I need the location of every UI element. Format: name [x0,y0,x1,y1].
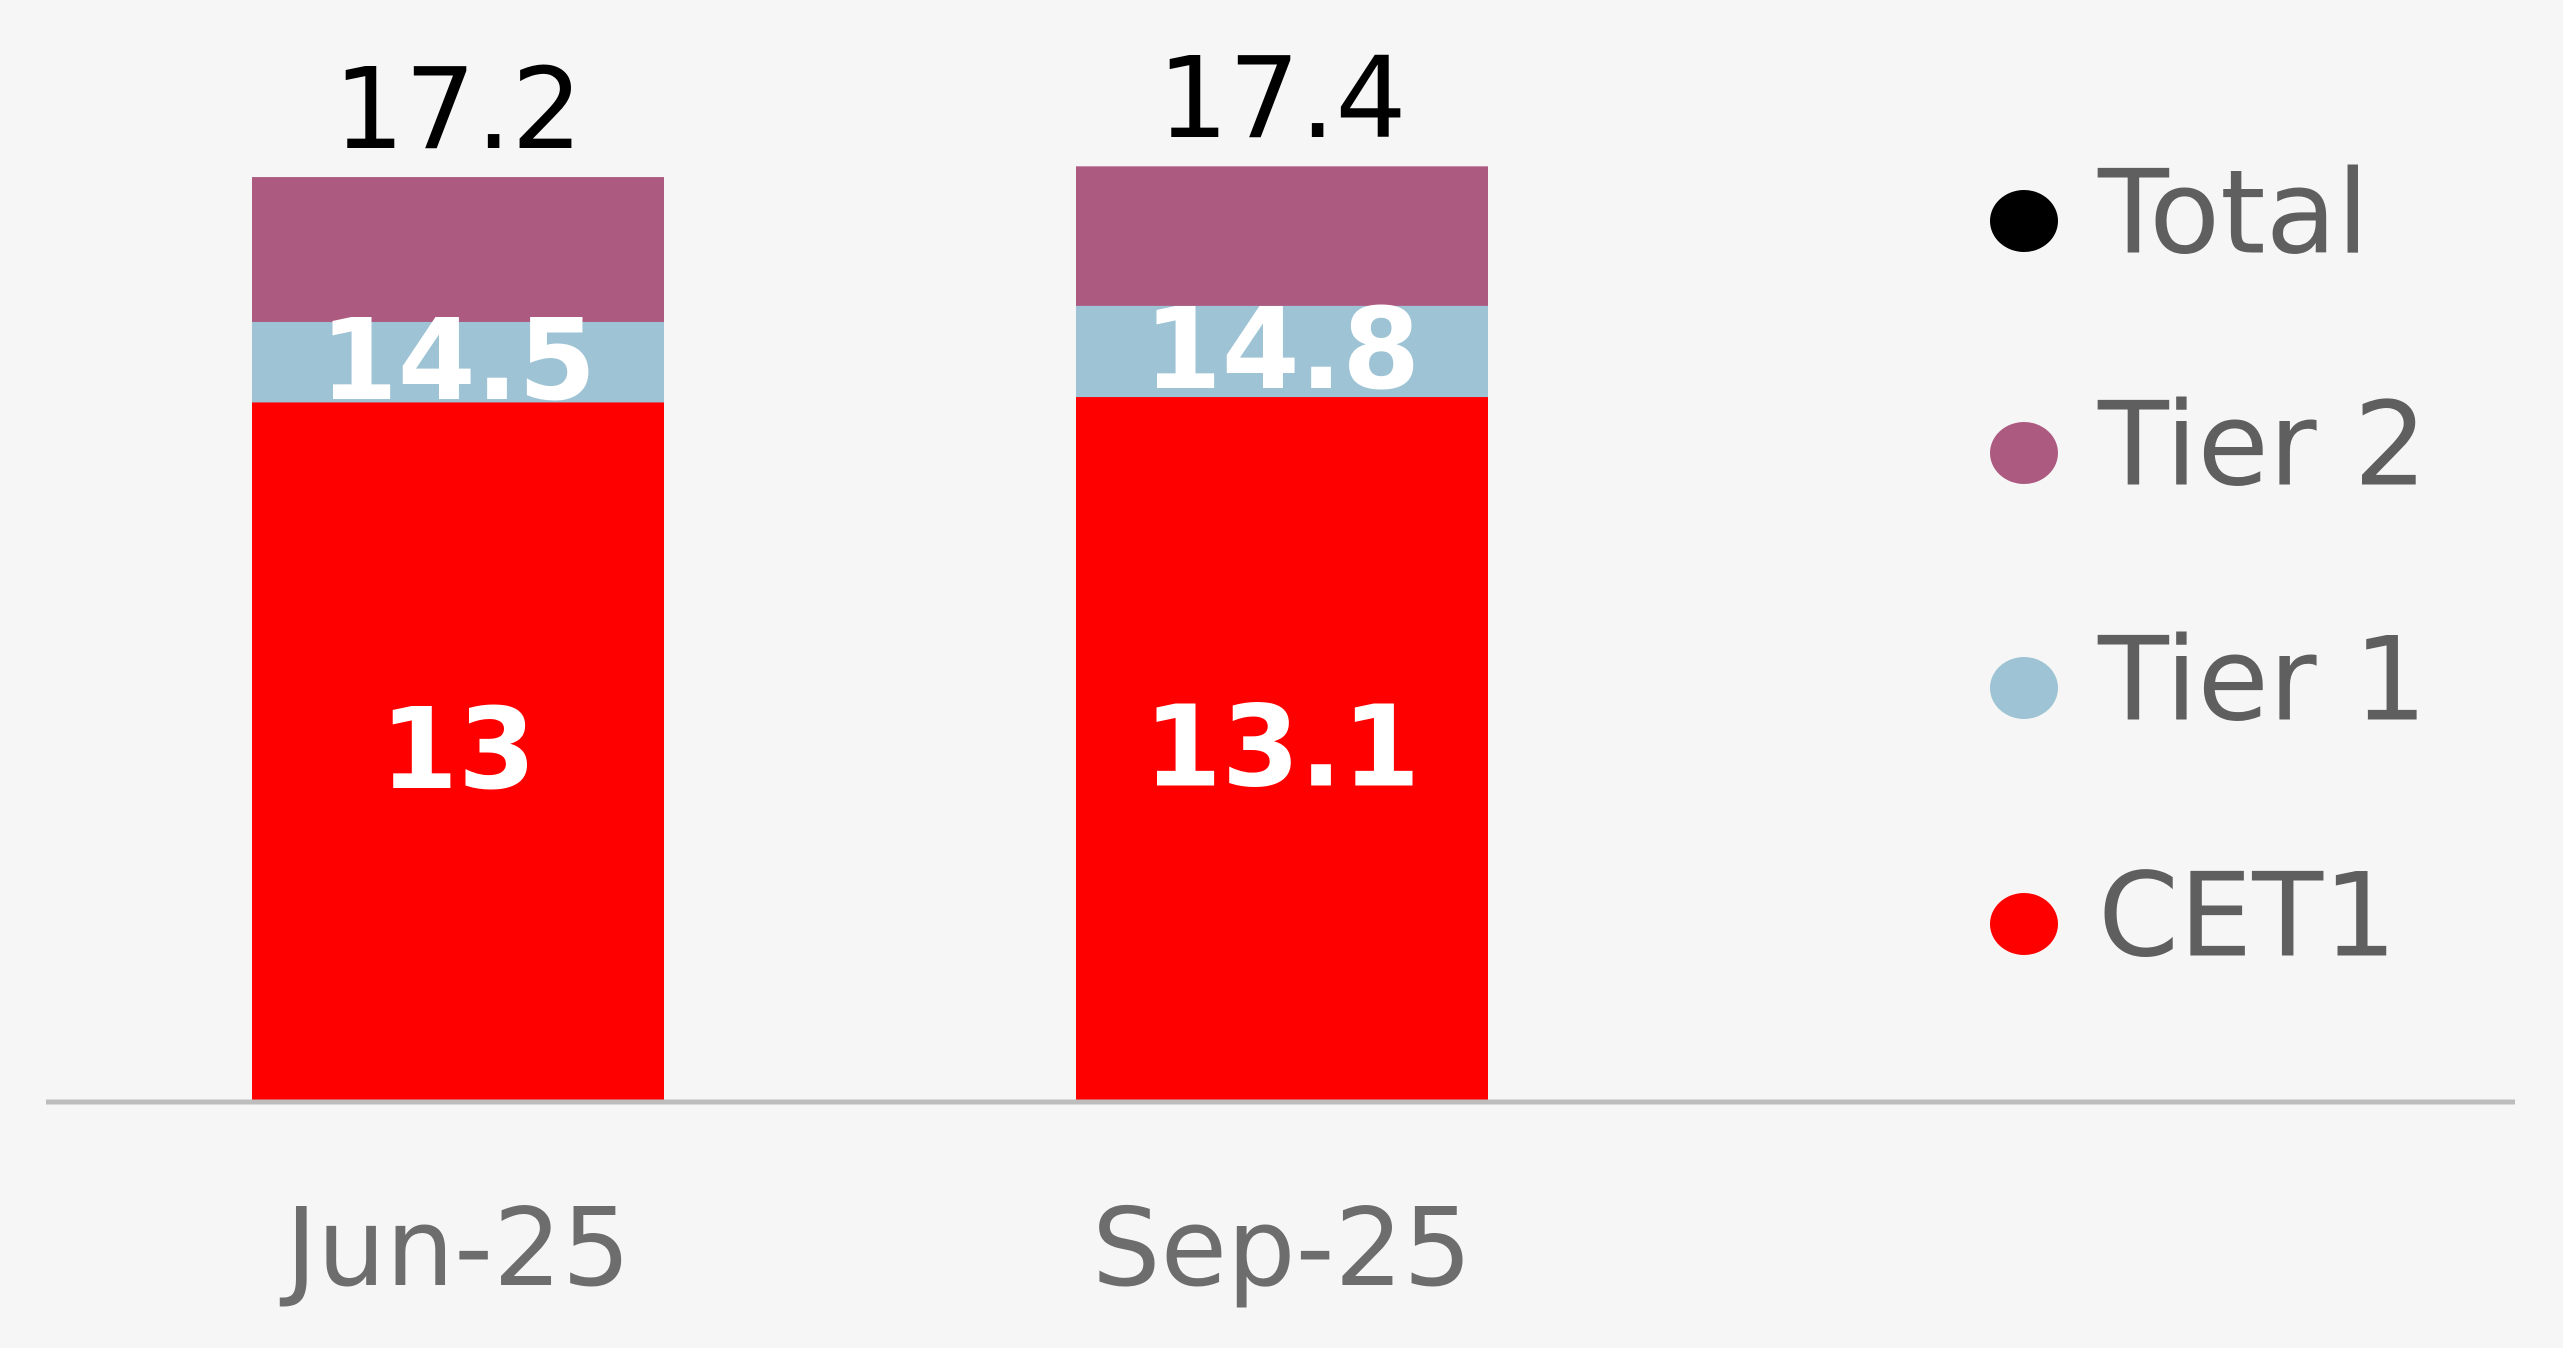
x-tick-label: Jun-25 [279,1186,630,1311]
legend-marker [1990,657,2058,719]
legend-marker [1990,190,2058,252]
value-label: 14.5 [320,296,596,426]
value-label: 13 [380,685,536,815]
legend-label: CET1 [2098,849,2397,984]
x-tick-label: Sep-25 [1092,1186,1472,1311]
legend-label: Tier 2 [2097,378,2427,513]
value-label: 13.1 [1144,682,1420,812]
total-label: 17.2 [333,45,582,175]
bar-segment [252,402,664,1100]
value-label: 14.8 [1144,285,1420,415]
legend-marker [1990,893,2058,955]
legend-marker [1990,422,2058,484]
bar-segment [1076,397,1488,1100]
legend-label: Total [2097,146,2369,281]
legend-label: Tier 1 [2097,613,2427,748]
total-label: 17.4 [1157,34,1406,164]
